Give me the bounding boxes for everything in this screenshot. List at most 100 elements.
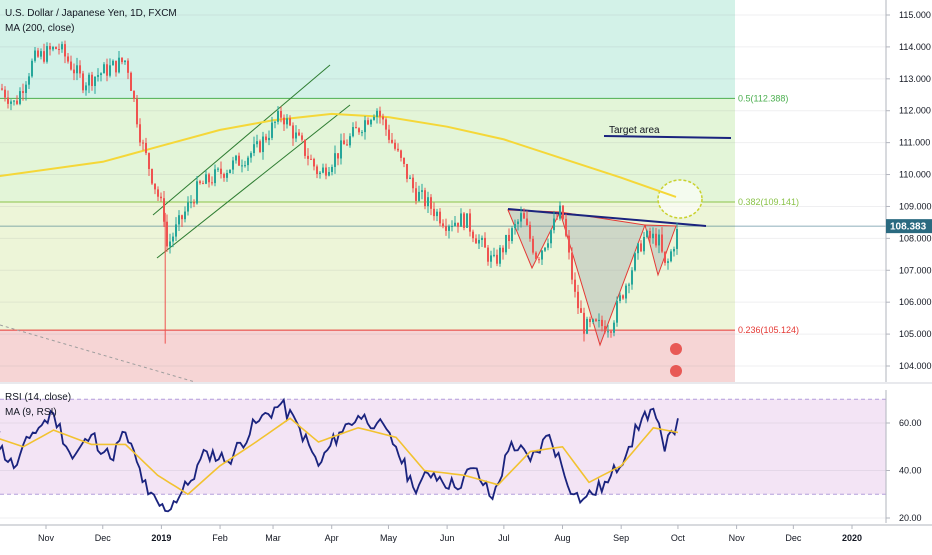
candle-body: [163, 198, 165, 222]
candle-body: [394, 142, 396, 149]
candle-body: [292, 125, 294, 139]
candle-body: [544, 247, 546, 251]
candle-body: [64, 44, 66, 57]
fib-zone-top: [0, 0, 735, 99]
candle-body: [409, 177, 411, 179]
candle-body: [190, 202, 192, 204]
fib-zone-0382-0236: [0, 201, 735, 331]
time-tick-label: Jun: [440, 533, 455, 543]
candle-body: [307, 155, 309, 159]
candle-body: [151, 169, 153, 184]
candle-body: [91, 74, 93, 87]
candle-body: [403, 157, 405, 164]
candle-body: [172, 236, 174, 242]
rsi-axis[interactable]: 60.00 40.00 20.00: [885, 390, 922, 523]
candle-body: [514, 224, 516, 229]
time-tick-label: Jul: [498, 533, 510, 543]
candle-body: [247, 157, 249, 166]
candle-body: [1, 88, 3, 90]
candle-body: [430, 197, 432, 209]
drawings-layer[interactable]: [0, 64, 732, 383]
candle-body: [235, 155, 237, 161]
candle-body: [388, 129, 390, 140]
candle-body: [502, 247, 504, 253]
candle-body: [337, 153, 339, 159]
candle-body: [283, 117, 285, 125]
candle-body: [88, 74, 90, 86]
time-tick-label: May: [380, 533, 398, 543]
candle-body: [112, 60, 114, 66]
candle-body: [223, 173, 225, 178]
candle-body: [664, 251, 666, 263]
candle-body: [553, 218, 555, 231]
candle-body: [238, 155, 240, 166]
candle-body: [208, 174, 210, 183]
candle-body: [31, 60, 33, 77]
candle-body: [100, 73, 102, 76]
candle-body: [613, 322, 615, 333]
candle-body: [400, 150, 402, 158]
candle-body: [46, 46, 48, 62]
candle-body: [76, 65, 78, 74]
candle-body: [604, 326, 606, 333]
candle-body: [628, 284, 630, 286]
dashed-trendline[interactable]: [0, 324, 196, 383]
candle-body: [424, 190, 426, 207]
target-ellipse[interactable]: [657, 179, 703, 219]
candle-body: [331, 166, 333, 172]
candle-body: [619, 295, 621, 301]
target-area-line[interactable]: [603, 135, 732, 139]
candle-body: [103, 64, 105, 74]
rsi-ma-legend: MA (9, RSI): [5, 407, 57, 418]
candle-body: [196, 181, 198, 204]
channel-lower-line[interactable]: [156, 104, 351, 259]
fib-levels: 0.5(112.388) 0.382(109.141) 0.236(105.124): [0, 93, 886, 335]
time-tick-label: Mar: [265, 533, 281, 543]
candle-body: [82, 73, 84, 91]
candle-body: [622, 295, 624, 299]
candle-body: [505, 234, 507, 253]
candle-body: [97, 75, 99, 77]
candle-body: [118, 57, 120, 73]
candle-body: [37, 50, 39, 57]
candle-body: [361, 132, 363, 134]
fib-zone-bottom: [0, 330, 735, 382]
channel-upper-line[interactable]: [152, 64, 331, 216]
target-area-label: Target area: [609, 125, 660, 136]
rsi-ma-line: [0, 417, 679, 496]
candle-body: [499, 247, 501, 264]
price-axis[interactable]: 115.000 114.000 113.000 112.000 111.000 110.0…: [0, 0, 932, 384]
time-tick-label: Nov: [38, 533, 55, 543]
candle-body: [25, 84, 27, 93]
neckline[interactable]: [507, 208, 707, 227]
candle-body: [610, 331, 612, 333]
candle-body: [631, 270, 633, 285]
candle-body: [607, 331, 609, 333]
candle-body: [181, 215, 183, 220]
rsi-pane: [0, 397, 886, 519]
candle-body: [106, 64, 108, 76]
candle-body: [244, 165, 246, 167]
candle-body: [322, 167, 324, 173]
candle-body: [433, 208, 435, 217]
rsi-band: [0, 399, 886, 495]
candle-body: [160, 196, 162, 199]
candle-body: [376, 110, 378, 117]
ma200-legend: MA (200, close): [5, 23, 74, 34]
candle-body: [13, 100, 15, 102]
candle-body: [643, 236, 645, 252]
fib-label: 0.382(109.141): [738, 197, 799, 207]
candle-body: [34, 50, 36, 61]
time-axis[interactable]: Nov Dec 2019 Feb Mar Apr May Jun Jul Aug Sep Oct Nov…: [0, 524, 932, 543]
price-gridlines: [0, 14, 886, 367]
candle-body: [85, 85, 87, 91]
candle-body: [493, 254, 495, 256]
candle-body: [637, 243, 639, 254]
head-shape[interactable]: [559, 211, 646, 347]
candle-body: [262, 136, 264, 153]
candle-body: [508, 234, 510, 242]
candle-body: [466, 213, 468, 228]
candle-body: [289, 118, 291, 126]
